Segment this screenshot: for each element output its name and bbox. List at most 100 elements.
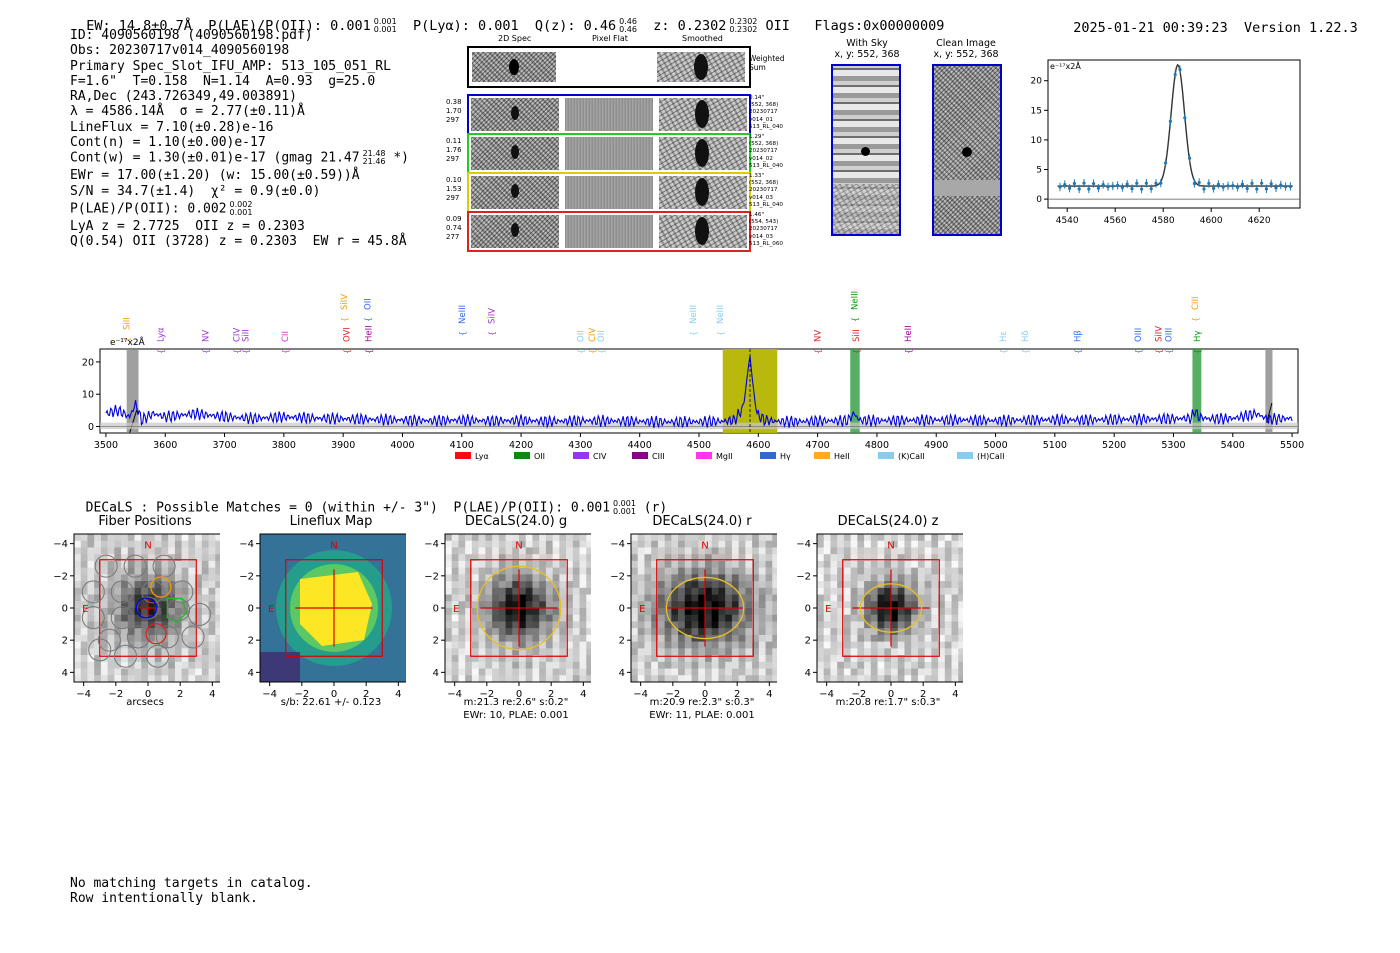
header-qz: Q(z): 0.46: [534, 18, 617, 34]
header-plae: P(LAE)/P(OII): 0.001: [208, 18, 371, 34]
cutout-right-value: 513_RL_060: [749, 240, 783, 247]
spectrum-legend-item: (H)CaII: [957, 452, 1004, 461]
info-cont-w-text: Cont(w) = 1.30(±0.01)e-17 (gmag 21.47: [70, 150, 360, 166]
spectrum-x-tick-label: 3800: [272, 440, 296, 451]
svg-text:OII: OII: [363, 298, 373, 310]
decals-y-tick-label: −2: [424, 571, 439, 582]
svg-text:{: {: [1021, 349, 1030, 354]
decals-x-tick-label: 4: [209, 689, 215, 700]
fiber-quaternary: [145, 623, 167, 645]
svg-text:{: {: [576, 349, 585, 354]
spectrum-legend-item: OII: [514, 452, 545, 461]
cutout-left-value: 0.38: [446, 98, 462, 106]
decals-y-tick-label: 4: [805, 668, 811, 679]
decals-y-tick-label: −2: [796, 571, 811, 582]
clean-source: [962, 147, 972, 157]
svg-text:{: {: [281, 349, 290, 354]
svg-text:(K)CaII: (K)CaII: [898, 452, 925, 461]
cutout-right-value: (552, 368): [749, 141, 779, 148]
galaxy-ellipse: [665, 576, 745, 640]
line-region-nelll: [850, 349, 860, 433]
svg-text:{: {: [458, 331, 467, 336]
svg-text:{: {: [232, 349, 241, 354]
decals-panel: N E −4 4 −2 2 0 0 2 −2 4 −4: [796, 533, 963, 700]
cutout-right-value: 20230717: [749, 187, 778, 194]
spectrum-x-tick-label: 5400: [1221, 440, 1245, 451]
fiber-circle: [110, 580, 134, 604]
svg-text:Hβ: Hβ: [1073, 330, 1083, 342]
masked-region-right: [1265, 349, 1273, 433]
weighted-sum-label: Weighted Sum: [749, 54, 785, 72]
decals-y-tick-label: 2: [619, 636, 625, 647]
svg-text:{: {: [814, 349, 823, 354]
clean-gap: [934, 180, 1000, 196]
emission-line-label: Hδ {: [1021, 330, 1031, 354]
svg-text:NeIII: NeIII: [689, 305, 699, 324]
zoom-data-point: [1250, 179, 1254, 188]
zoom-data-point: [1159, 178, 1163, 188]
zoom-data-point: [1135, 179, 1139, 188]
cutout-right-value: 513_RL_040: [749, 201, 783, 208]
header-bar: EW: 14.8±0.7Å P(LAE)/P(OII): 0.001 0.001 0…: [70, 2, 944, 35]
decals-y-tick-label: 0: [62, 604, 68, 615]
ws-smooth-spot: [694, 54, 708, 80]
emission-line-label: Hβ {: [1073, 330, 1083, 354]
emission-line-label: OIII {: [1165, 328, 1175, 354]
zoom-data-point: [1068, 184, 1072, 193]
cutout-2d-spot: [511, 223, 519, 237]
cutout-right-value: v014_01: [749, 116, 773, 123]
zoom-data-point: [1279, 180, 1283, 190]
emission-line-label: OII {: [363, 298, 373, 322]
fiber-circle: [88, 638, 112, 662]
cutout-left-value: 0.09: [446, 215, 462, 223]
zoom-y-tick-label: 15: [1031, 106, 1042, 116]
svg-text:{: {: [1134, 349, 1143, 354]
header-datetime: 2025-01-21 00:39:23: [1073, 20, 1228, 36]
fiber-circle: [123, 554, 147, 578]
spectrum-x-tick-label: 5000: [983, 440, 1007, 451]
info-radec: RA,Dec (243.726349,49.003891): [70, 89, 297, 105]
east-label: E: [268, 604, 274, 615]
decals-panel-caption: s/b: 22.61 +/- 0.123: [280, 697, 382, 708]
cutout-right-value: 1.29": [749, 134, 765, 140]
decals-x-tick-label: 0: [331, 689, 337, 700]
svg-text:{: {: [487, 331, 496, 336]
zoom-y-tick-label: 5: [1036, 166, 1042, 176]
svg-text:{: {: [850, 317, 859, 322]
svg-text:NV: NV: [202, 330, 212, 342]
svg-text:Lyα: Lyα: [156, 327, 166, 342]
svg-text:NeIII: NeIII: [458, 305, 468, 324]
spectrum-x-tick-label: 4400: [628, 440, 652, 451]
cutout-right-value: v014_03: [749, 233, 773, 240]
spectrum-x-tick-label: 4500: [687, 440, 711, 451]
decals-x-tick-label: −4: [76, 689, 91, 700]
cutout-row-right-info: 1.46" (554, 543) 20230717 v014_03 513_RL_060: [749, 212, 801, 248]
info-lya-z: LyA z = 2.7725 OII z = 0.2303: [70, 218, 305, 234]
emission-line-label: NeIII {: [689, 305, 699, 336]
fiber-circle: [113, 644, 137, 668]
header-z-sup: 0.2302: [729, 17, 758, 26]
cutout-row-left-stats: 0.11 1.76 297: [446, 137, 466, 164]
svg-text:{: {: [1073, 349, 1082, 354]
emission-line-label: NV {: [814, 330, 824, 354]
info-q: Q(0.54) OII (3728) z = 0.2303 EW r = 45.…: [70, 233, 407, 249]
zoom-data-point: [1188, 154, 1192, 163]
header-plya: P(Lyα): 0.001: [412, 18, 519, 34]
north-label: N: [701, 540, 708, 551]
decals-y-tick-label: 2: [248, 636, 254, 647]
cutout-left-value: 277: [446, 233, 460, 241]
decals-panel-caption-2: EWr: 10, PLAE: 0.001: [463, 710, 569, 721]
with-sky-image: [831, 64, 901, 236]
zoom-data-point: [1082, 178, 1086, 188]
cutout-left-value: 0.11: [446, 137, 462, 145]
decals-image: [445, 534, 591, 683]
east-label: E: [639, 604, 645, 615]
zoom-data-point: [1144, 179, 1148, 188]
svg-text:Hδ: Hδ: [1021, 330, 1031, 342]
decals-x-tick-label: −2: [665, 689, 680, 700]
cutout-row-left-stats: 0.10 1.53 297: [446, 176, 466, 203]
decals-summary-sup: 0.001: [613, 499, 636, 508]
cutout-flat-image: [565, 98, 653, 131]
north-label: N: [144, 540, 151, 551]
spectrum-x-tick-label: 3900: [331, 440, 355, 451]
